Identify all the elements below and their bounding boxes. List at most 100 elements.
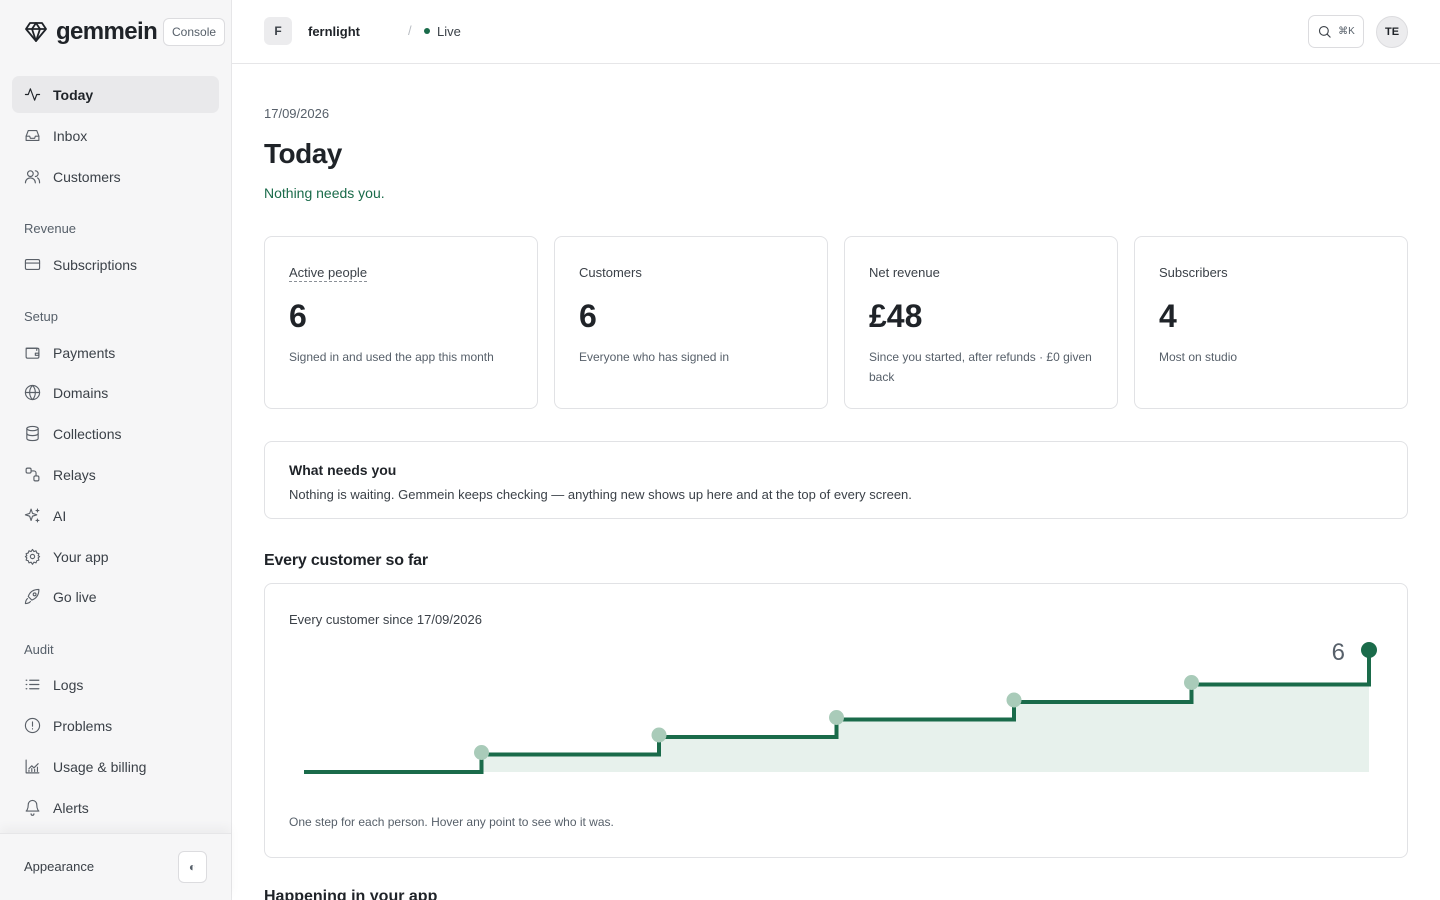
section-heading-activity: Happening in your app (264, 888, 438, 900)
card-description: Most on studio (1159, 350, 1238, 364)
page-title: Today (264, 138, 342, 169)
inbox-icon (25, 129, 40, 142)
stat-card-active-people: Active people 6 Signed in and used the a… (264, 236, 538, 409)
sidebar-item-label: Collections (53, 425, 122, 442)
customer-chart-card: Every customer since 17/09/2026 6 One st… (264, 583, 1408, 858)
section-label-setup: Setup (24, 309, 58, 324)
sparkles-icon (24, 508, 40, 523)
sidebar-item-inbox[interactable]: Inbox (12, 117, 219, 154)
section-label-audit: Audit (24, 642, 54, 657)
user-avatar[interactable]: TE (1376, 16, 1408, 48)
search-shortcut: ⌘K (1338, 26, 1355, 37)
sidebar-item-label: Subscriptions (53, 256, 138, 273)
project-avatar[interactable]: F (264, 17, 292, 45)
card-description: Since you started, after refunds · £0 gi… (869, 350, 1092, 384)
card-description: Everyone who has signed in (579, 350, 730, 364)
gem-logo-icon (24, 20, 48, 44)
needs-you-panel: What needs you Nothing is waiting. Gemme… (264, 441, 1408, 519)
chart-footnote: One step for each person. Hover any poin… (289, 815, 614, 829)
status-badge: Live (437, 24, 461, 39)
sidebar-item-relays[interactable]: Relays (12, 456, 219, 493)
brand-name: gemmein (56, 18, 158, 45)
section-label-revenue: Revenue (24, 221, 77, 236)
sidebar-item-label: Today (53, 86, 94, 103)
users-icon (24, 170, 41, 184)
chart-icon (25, 759, 40, 774)
sidebar-item-label: Customers (53, 168, 121, 185)
sidebar-item-label: Your app (53, 548, 109, 565)
card-value: 6 (579, 298, 597, 334)
stat-card-net-revenue: Net revenue £48 Since you started, after… (844, 236, 1118, 409)
appearance-label: Appearance (24, 859, 95, 874)
chart-point[interactable] (651, 727, 667, 743)
status-dot (424, 28, 430, 34)
activity-icon (24, 88, 41, 101)
sidebar-item-payments[interactable]: Payments (12, 334, 219, 371)
sidebar-item-label: Inbox (53, 127, 88, 144)
sidebar-item-label: Alerts (53, 799, 89, 816)
sidebar-item-customers[interactable]: Customers (12, 158, 219, 195)
sidebar-item-problems[interactable]: Problems (12, 707, 219, 744)
sidebar-item-label: Payments (53, 344, 116, 361)
customer-step-chart: 6 (304, 639, 1377, 774)
contrast-icon: ◐ (188, 860, 197, 874)
page-date: 17/09/2026 (264, 106, 330, 121)
card-value: 6 (289, 298, 307, 334)
globe-icon (24, 384, 41, 401)
card-value: £48 (869, 298, 923, 334)
sidebar-item-label: Usage & billing (53, 758, 147, 775)
list-icon (25, 679, 40, 690)
stat-card-customers: Customers 6 Everyone who has signed in (554, 236, 828, 409)
theme-toggle-button[interactable]: ◐ (178, 851, 207, 883)
project-name[interactable]: fernlight (308, 24, 360, 39)
chart-point[interactable] (1006, 692, 1022, 708)
sidebar-item-your-app[interactable]: Your app (12, 538, 219, 575)
chart-end-label: 6 (1332, 639, 1345, 666)
bell-icon (25, 799, 40, 816)
credit-card-icon (24, 258, 41, 271)
card-description: Signed in and used the app this month (289, 350, 494, 364)
sidebar-item-subscriptions[interactable]: Subscriptions (12, 246, 219, 283)
sidebar-item-label: Go live (53, 588, 97, 605)
card-value: 4 (1159, 298, 1177, 334)
sidebar-item-label: Logs (53, 676, 84, 693)
search-button[interactable]: ⌘K (1308, 15, 1364, 48)
card-title: Net revenue (869, 265, 940, 280)
panel-title: What needs you (289, 462, 397, 478)
card-title: Subscribers (1159, 265, 1228, 280)
section-heading-customers: Every customer so far (264, 552, 428, 569)
sidebar-item-ai[interactable]: AI (12, 497, 219, 534)
chart-point[interactable] (474, 745, 489, 760)
sidebar-item-alerts[interactable]: Alerts (12, 789, 219, 826)
sidebar-item-domains[interactable]: Domains (12, 374, 219, 411)
sidebar-footer: Appearance ◐ (0, 833, 231, 900)
chart-point[interactable] (1184, 675, 1199, 690)
panel-body: Nothing is waiting. Gemmein keeps checki… (289, 487, 912, 502)
card-title: Customers (579, 265, 642, 280)
status-message: Nothing needs you. (264, 185, 385, 201)
wallet-icon (25, 347, 40, 359)
sidebar-item-today[interactable]: Today (12, 76, 219, 113)
database-icon (26, 425, 39, 442)
search-icon (1319, 25, 1331, 38)
card-title[interactable]: Active people (289, 265, 368, 282)
sidebar-item-label: Domains (53, 384, 109, 401)
breadcrumb-separator: / (408, 23, 412, 38)
sidebar-item-label: AI (53, 507, 67, 524)
brand[interactable]: gemmein (24, 18, 158, 46)
sidebar: gemmein Console Today Inbox Customers Re… (0, 0, 232, 900)
console-button[interactable]: Console (163, 18, 226, 46)
sidebar-item-label: Relays (53, 466, 96, 483)
relay-icon (25, 467, 40, 482)
gear-icon (24, 548, 41, 565)
sidebar-item-label: Problems (53, 717, 113, 734)
sidebar-item-logs[interactable]: Logs (12, 666, 219, 703)
stat-card-subscribers: Subscribers 4 Most on studio (1134, 236, 1408, 409)
alert-circle-icon (24, 717, 41, 734)
sidebar-item-collections[interactable]: Collections (12, 415, 219, 452)
chart-point[interactable] (829, 710, 844, 725)
topbar: F fernlight / Live ⌘K TE (232, 0, 1440, 64)
sidebar-item-go-live[interactable]: Go live (12, 578, 219, 615)
sidebar-item-usage-billing[interactable]: Usage & billing (12, 748, 219, 785)
chart-title: Every customer since 17/09/2026 (289, 612, 482, 627)
